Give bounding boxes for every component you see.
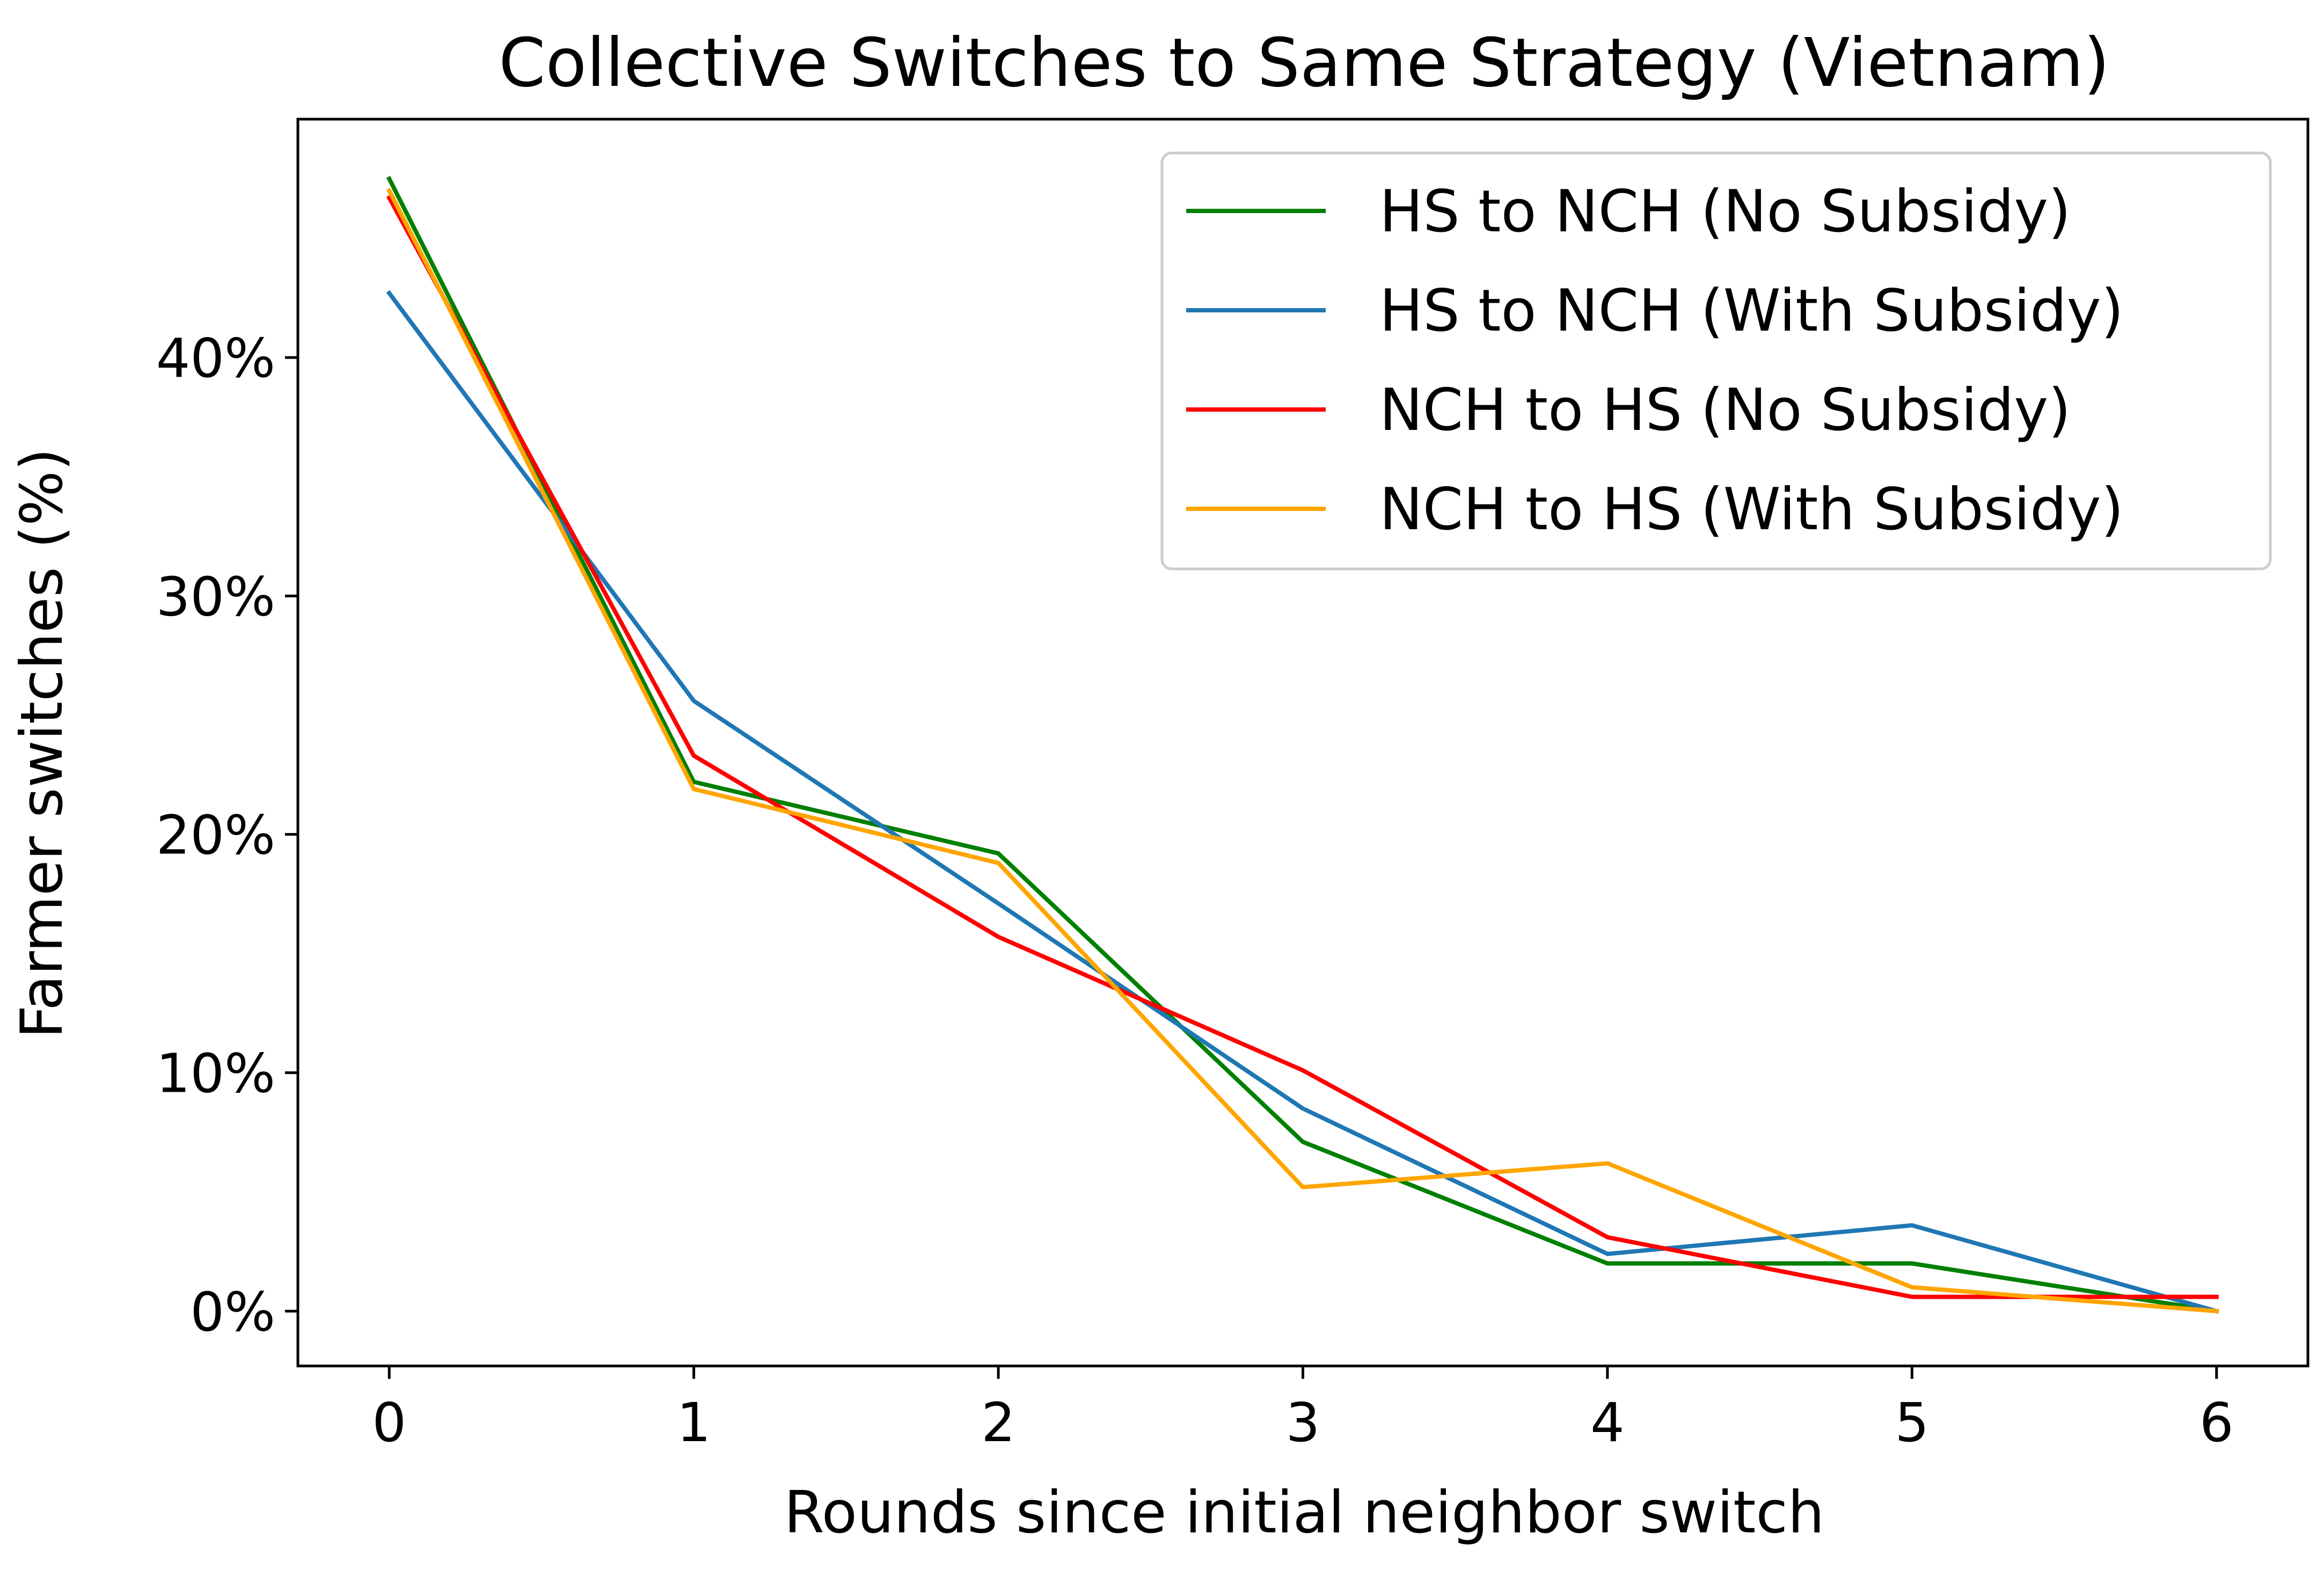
x-tick-label: 3 [1286, 1391, 1320, 1454]
y-tick-label: 40% [156, 327, 275, 390]
legend-label: NCH to HS (No Subsidy) [1379, 377, 2071, 444]
y-tick-label: 20% [156, 804, 275, 867]
chart-title: Collective Switches to Same Strategy (Vi… [499, 24, 2110, 102]
series-line [386, 176, 2219, 1314]
legend-label: NCH to HS (With Subsidy) [1379, 476, 2124, 543]
x-tick-label: 1 [677, 1391, 711, 1454]
y-axis-label: Farmer switches (%) [9, 448, 76, 1039]
legend-label: HS to NCH (With Subsidy) [1379, 277, 2124, 345]
x-tick-label: 6 [2199, 1391, 2234, 1454]
series-line [386, 187, 2219, 1314]
x-tick-label: 2 [981, 1391, 1015, 1454]
y-tick-label: 0% [190, 1281, 275, 1343]
x-tick-label: 4 [1590, 1391, 1625, 1454]
series-lines [386, 176, 2219, 1314]
y-axis-ticks: 0% 10% 20% 30% 40% [156, 327, 298, 1343]
y-tick-label: 30% [156, 565, 275, 628]
x-tick-label: 5 [1895, 1391, 1930, 1454]
legend: HS to NCH (No Subsidy) HS to NCH (With Su… [1160, 151, 2272, 571]
series-line [386, 290, 2219, 1314]
legend-label: HS to NCH (No Subsidy) [1379, 178, 2071, 245]
x-tick-label: 0 [372, 1391, 406, 1454]
x-axis-label: Rounds since initial neighbor switch [784, 1479, 1825, 1546]
legend-box [1160, 151, 2272, 571]
plot-area: 0 1 2 3 4 5 6 0% 10% 20% 30% 40% [156, 118, 2310, 1454]
series-line [386, 195, 2219, 1299]
y-tick-label: 10% [156, 1042, 275, 1105]
legend-items: HS to NCH (No Subsidy) HS to NCH (With Su… [1186, 178, 2124, 543]
x-axis-ticks: 0 1 2 3 4 5 6 [372, 1366, 2234, 1454]
